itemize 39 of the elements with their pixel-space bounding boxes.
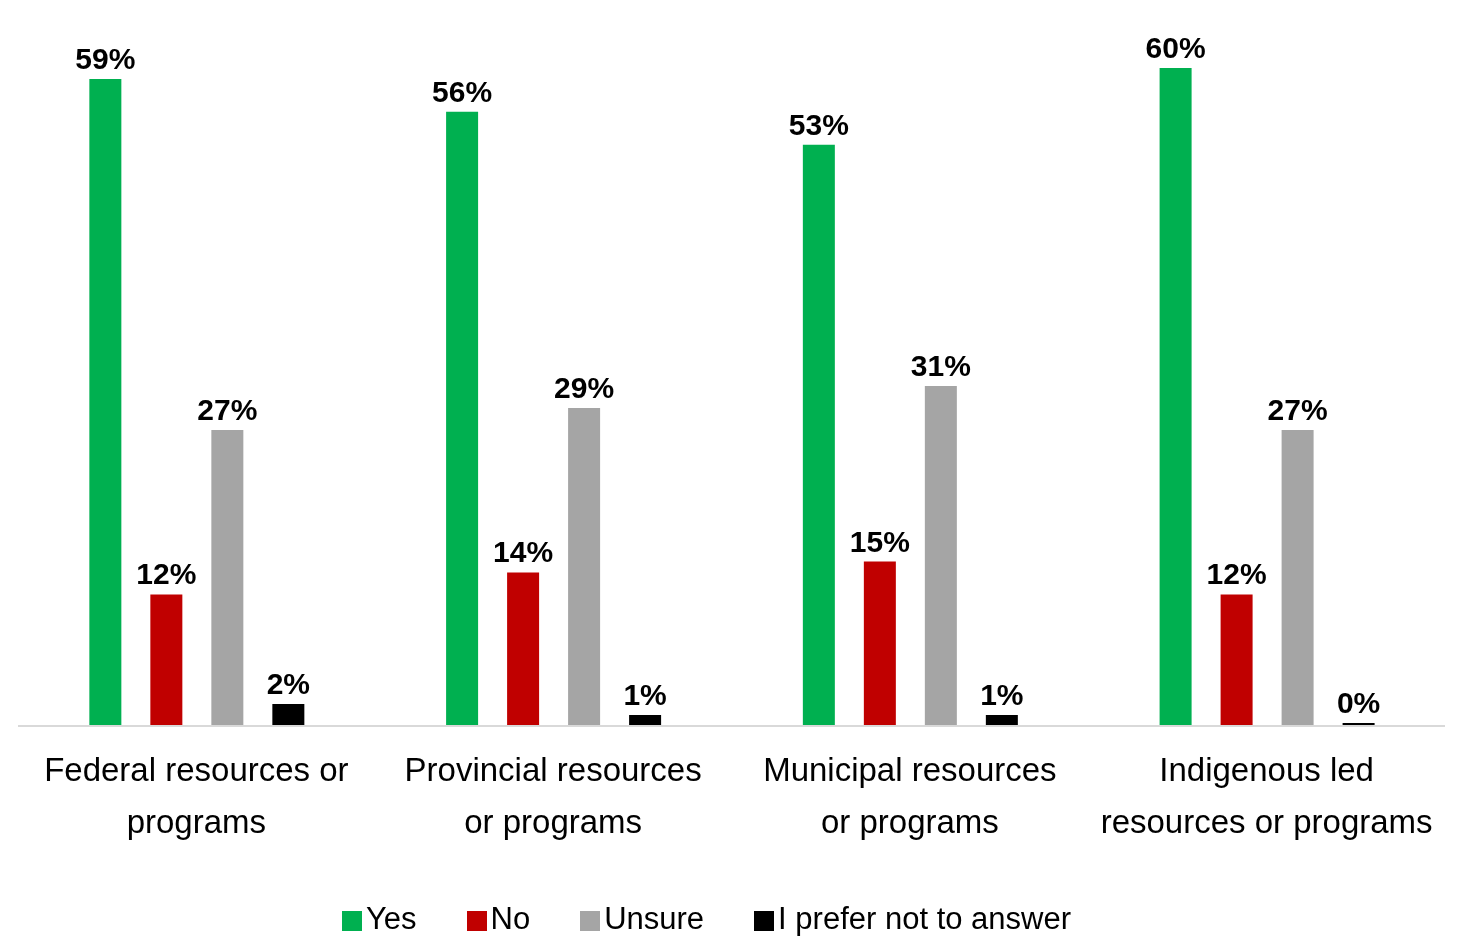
legend-label: Yes: [365, 901, 417, 936]
data-label: 14%: [493, 535, 554, 569]
bar: [985, 715, 1018, 726]
bar: [211, 429, 244, 726]
x-tick-label: Municipal resources or programs: [763, 751, 1057, 840]
data-label: 59%: [75, 41, 136, 75]
data-label: 53%: [788, 107, 849, 141]
legend-label: No: [490, 901, 531, 936]
legend-label: I prefer not to answer: [778, 901, 1072, 936]
bar: [446, 111, 479, 726]
data-label: 15%: [849, 524, 910, 558]
data-label: 27%: [197, 392, 258, 426]
legend-label: Unsure: [604, 901, 705, 936]
data-label: 29%: [554, 370, 615, 404]
data-label: 27%: [1267, 392, 1328, 426]
x-tick-label: Indigenous led resources or programs: [1100, 751, 1433, 840]
bar: [568, 407, 601, 726]
bar: [150, 594, 183, 726]
data-label: 2%: [266, 667, 311, 701]
data-label: 1%: [623, 678, 667, 712]
data-label: 60%: [1145, 31, 1206, 64]
data-label: 31%: [910, 349, 971, 383]
data-label: 56%: [432, 74, 493, 108]
data-label: 1%: [980, 678, 1024, 712]
bar: [802, 144, 835, 726]
bar: [1281, 429, 1314, 726]
data-label: 12%: [136, 557, 197, 591]
x-tick-label: Provincial resources or programs: [404, 751, 702, 840]
data-label: 0%: [1336, 686, 1381, 719]
data-label: 12%: [1206, 557, 1267, 591]
bar: [924, 386, 957, 726]
bar: [89, 78, 122, 726]
bar: [1159, 68, 1192, 726]
bar: [629, 715, 662, 726]
bar: [507, 572, 540, 726]
bar: [272, 704, 305, 726]
bar: [863, 561, 896, 726]
bar: [1220, 594, 1253, 726]
x-tick-label: Federal resources or programs: [44, 751, 349, 840]
